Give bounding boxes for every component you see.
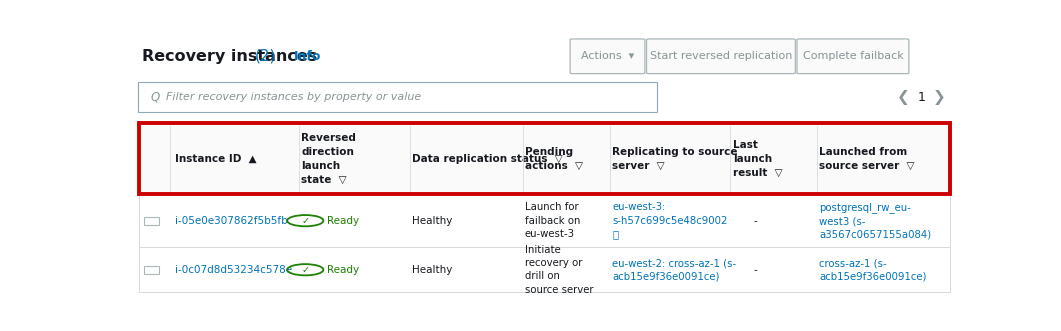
FancyBboxPatch shape <box>646 39 796 73</box>
Text: ❮: ❮ <box>897 90 909 105</box>
Text: Launched from
source server  ▽: Launched from source server ▽ <box>819 147 915 170</box>
Text: Complete failback: Complete failback <box>802 51 903 61</box>
Text: cross-az-1 (s-
acb15e9f36e0091ce): cross-az-1 (s- acb15e9f36e0091ce) <box>819 258 926 281</box>
Text: ✓: ✓ <box>301 216 310 226</box>
Text: 1: 1 <box>918 91 926 104</box>
Bar <box>139 123 950 194</box>
Text: i-0c07d8d53234c578e: i-0c07d8d53234c578e <box>175 265 293 275</box>
Text: Filter recovery instances by property or value: Filter recovery instances by property or… <box>166 92 421 102</box>
Text: Ready: Ready <box>327 265 359 275</box>
Bar <box>144 216 158 225</box>
Text: Launch for
failback on
eu-west-3: Launch for failback on eu-west-3 <box>525 203 580 239</box>
Text: postgresql_rw_eu-
west3 (s-
a3567c0657155a084): postgresql_rw_eu- west3 (s- a3567c065715… <box>819 202 932 239</box>
Text: Q: Q <box>151 91 160 104</box>
Text: Initiate
recovery or
drill on
source server: Initiate recovery or drill on source ser… <box>525 245 593 295</box>
Text: Actions  ▾: Actions ▾ <box>580 51 634 61</box>
Bar <box>144 266 158 274</box>
Text: (2): (2) <box>255 49 276 64</box>
Text: eu-west-3:
s-h57c699c5e48c9002
⧉: eu-west-3: s-h57c699c5e48c9002 ⧉ <box>612 203 728 239</box>
FancyBboxPatch shape <box>797 39 909 73</box>
FancyBboxPatch shape <box>570 39 645 73</box>
Text: Replicating to source
server  ▽: Replicating to source server ▽ <box>612 147 737 170</box>
Text: Instance ID  ▲: Instance ID ▲ <box>175 154 257 164</box>
Text: ❯: ❯ <box>933 90 945 105</box>
FancyBboxPatch shape <box>138 82 657 113</box>
Text: Last
launch
result  ▽: Last launch result ▽ <box>733 140 783 178</box>
Text: Pending
actions  ▽: Pending actions ▽ <box>525 147 582 170</box>
Text: i-05e0e307862f5b5fb: i-05e0e307862f5b5fb <box>175 216 289 226</box>
Text: Info: Info <box>294 50 321 63</box>
Text: Healthy: Healthy <box>412 216 453 226</box>
Text: ✓: ✓ <box>301 265 310 275</box>
Text: Healthy: Healthy <box>412 265 453 275</box>
Text: Ready: Ready <box>327 216 359 226</box>
Text: -: - <box>753 216 758 226</box>
Text: Reversed
direction
launch
state  ▽: Reversed direction launch state ▽ <box>301 133 356 185</box>
Text: Start reversed replication: Start reversed replication <box>649 51 793 61</box>
Text: Data replication status  ▽: Data replication status ▽ <box>412 154 563 164</box>
Text: eu-west-2: cross-az-1 (s-
acb15e9f36e0091ce): eu-west-2: cross-az-1 (s- acb15e9f36e009… <box>612 258 736 281</box>
Text: Recovery instances: Recovery instances <box>142 49 317 64</box>
Text: -: - <box>753 265 758 275</box>
